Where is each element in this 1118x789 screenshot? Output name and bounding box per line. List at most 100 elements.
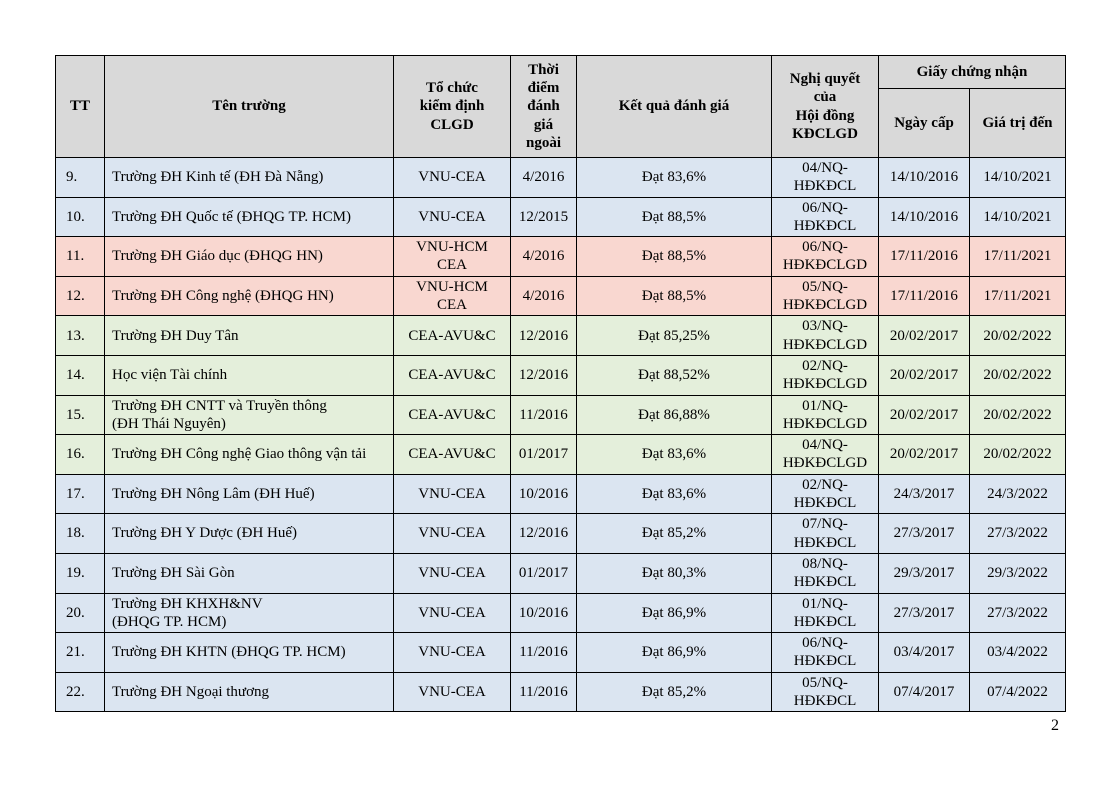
cell-tt: 15. — [55, 394, 105, 436]
cell-accrediting-org: VNU-CEA — [393, 196, 511, 238]
header-school-name: Tên trường — [104, 55, 394, 158]
cell-school-name: Trường ĐH Công nghệ Giao thông vận tải — [104, 434, 394, 475]
cell-evaluation-result: Đạt 80,3% — [576, 552, 772, 594]
cell-school-name: Trường ĐH Sài Gòn — [104, 552, 394, 594]
cell-valid-until: 29/3/2022 — [969, 552, 1066, 594]
table-row: 18. Trường ĐH Y Dược (ĐH Huế) VNU-CEA 12… — [55, 513, 1066, 554]
cell-issue-date: 20/02/2017 — [878, 394, 970, 436]
cell-evaluation-result: Đạt 83,6% — [576, 157, 772, 198]
cell-evaluation-time: 01/2017 — [510, 552, 577, 594]
cell-accrediting-org: CEA-AVU&C — [393, 394, 511, 436]
cell-accrediting-org: CEA-AVU&C — [393, 434, 511, 475]
cell-school-name: Trường ĐH Kinh tế (ĐH Đà Nẵng) — [104, 157, 394, 198]
cell-school-name: Trường ĐH Công nghệ (ĐHQG HN) — [104, 275, 394, 317]
cell-tt: 16. — [55, 434, 105, 475]
cell-accrediting-org: VNU-HCM CEA — [393, 275, 511, 317]
cell-evaluation-time: 4/2016 — [510, 236, 577, 277]
cell-accrediting-org: CEA-AVU&C — [393, 315, 511, 356]
cell-school-name: Trường ĐH Nông Lâm (ĐH Huế) — [104, 473, 394, 515]
cell-issue-date: 27/3/2017 — [878, 592, 970, 634]
cell-school-name: Trường ĐH Y Dược (ĐH Huế) — [104, 513, 394, 554]
cell-accrediting-org: VNU-CEA — [393, 671, 511, 713]
cell-valid-until: 27/3/2022 — [969, 592, 1066, 634]
header-accrediting-org: Tổ chức kiểm định CLGD — [393, 55, 511, 158]
cell-evaluation-time: 12/2016 — [510, 354, 577, 396]
cell-evaluation-result: Đạt 83,6% — [576, 473, 772, 515]
cell-accrediting-org: VNU-CEA — [393, 513, 511, 554]
header-council-resolution: Nghị quyết của Hội đồng KĐCLGD — [771, 55, 879, 158]
cell-resolution: 06/NQ- HĐKĐCLGD — [771, 236, 879, 277]
cell-valid-until: 17/11/2021 — [969, 236, 1066, 277]
cell-school-name: Trường ĐH Giáo dục (ĐHQG HN) — [104, 236, 394, 277]
cell-accrediting-org: VNU-CEA — [393, 632, 511, 673]
cell-resolution: 02/NQ- HĐKĐCL — [771, 473, 879, 515]
cell-school-name: Trường ĐH Duy Tân — [104, 315, 394, 356]
cell-school-name: Học viện Tài chính — [104, 354, 394, 396]
cell-accrediting-org: VNU-CEA — [393, 552, 511, 594]
cell-tt: 20. — [55, 592, 105, 634]
cell-resolution: 04/NQ- HĐKĐCLGD — [771, 434, 879, 475]
cell-school-name: Trường ĐH KHXH&NV (ĐHQG TP. HCM) — [104, 592, 394, 634]
cell-tt: 21. — [55, 632, 105, 673]
header-evaluation-time: Thời điểm đánh giá ngoài — [510, 55, 577, 158]
cell-valid-until: 17/11/2021 — [969, 275, 1066, 317]
cell-evaluation-time: 12/2016 — [510, 513, 577, 554]
table-row: 19. Trường ĐH Sài Gòn VNU-CEA 01/2017 Đạ… — [55, 552, 1066, 594]
cell-evaluation-time: 12/2015 — [510, 196, 577, 238]
cell-evaluation-result: Đạt 83,6% — [576, 434, 772, 475]
cell-issue-date: 24/3/2017 — [878, 473, 970, 515]
cell-valid-until: 14/10/2021 — [969, 157, 1066, 198]
cell-evaluation-time: 10/2016 — [510, 592, 577, 634]
table-row: 16. Trường ĐH Công nghệ Giao thông vận t… — [55, 434, 1066, 475]
table-row: 11. Trường ĐH Giáo dục (ĐHQG HN) VNU-HCM… — [55, 236, 1066, 277]
cell-evaluation-result: Đạt 88,52% — [576, 354, 772, 396]
cell-tt: 10. — [55, 196, 105, 238]
cell-valid-until: 03/4/2022 — [969, 632, 1066, 673]
header-evaluation-result: Kết quả đánh giá — [576, 55, 772, 158]
cell-valid-until: 07/4/2022 — [969, 671, 1066, 713]
cell-valid-until: 14/10/2021 — [969, 196, 1066, 238]
cell-resolution: 03/NQ- HĐKĐCLGD — [771, 315, 879, 356]
header-certificate-group: Giấy chứng nhận — [878, 55, 1066, 89]
cell-evaluation-result: Đạt 85,2% — [576, 513, 772, 554]
cell-accrediting-org: VNU-HCM CEA — [393, 236, 511, 277]
cell-evaluation-result: Đạt 88,5% — [576, 196, 772, 238]
cell-resolution: 04/NQ- HĐKĐCL — [771, 157, 879, 198]
table-row: 20. Trường ĐH KHXH&NV (ĐHQG TP. HCM) VNU… — [55, 592, 1066, 634]
cell-issue-date: 29/3/2017 — [878, 552, 970, 594]
cell-tt: 22. — [55, 671, 105, 713]
cell-tt: 11. — [55, 236, 105, 277]
cell-issue-date: 17/11/2016 — [878, 236, 970, 277]
cell-tt: 9. — [55, 157, 105, 198]
cell-issue-date: 14/10/2016 — [878, 196, 970, 238]
table-row: 15. Trường ĐH CNTT và Truyền thông (ĐH T… — [55, 394, 1066, 436]
cell-resolution: 06/NQ- HĐKĐCL — [771, 196, 879, 238]
cell-resolution: 05/NQ- HĐKĐCLGD — [771, 275, 879, 317]
cell-evaluation-time: 4/2016 — [510, 157, 577, 198]
cell-tt: 19. — [55, 552, 105, 594]
cell-evaluation-time: 4/2016 — [510, 275, 577, 317]
accreditation-table: TT Tên trường Tổ chức kiểm định CLGD Thờ… — [55, 55, 1066, 713]
cell-accrediting-org: VNU-CEA — [393, 157, 511, 198]
cell-issue-date: 20/02/2017 — [878, 315, 970, 356]
cell-issue-date: 20/02/2017 — [878, 354, 970, 396]
cell-evaluation-time: 11/2016 — [510, 671, 577, 713]
cell-evaluation-result: Đạt 86,9% — [576, 592, 772, 634]
cell-tt: 13. — [55, 315, 105, 356]
table-row: 14. Học viện Tài chính CEA-AVU&C 12/2016… — [55, 354, 1066, 396]
table-row: 22. Trường ĐH Ngoại thương VNU-CEA 11/20… — [55, 671, 1066, 713]
cell-tt: 12. — [55, 275, 105, 317]
cell-resolution: 01/NQ- HĐKĐCL — [771, 592, 879, 634]
cell-issue-date: 17/11/2016 — [878, 275, 970, 317]
cell-valid-until: 20/02/2022 — [969, 315, 1066, 356]
cell-evaluation-time: 12/2016 — [510, 315, 577, 356]
cell-valid-until: 20/02/2022 — [969, 354, 1066, 396]
header-issue-date: Ngày cấp — [878, 88, 970, 158]
cell-valid-until: 20/02/2022 — [969, 394, 1066, 436]
table-header: TT Tên trường Tổ chức kiểm định CLGD Thờ… — [55, 55, 1066, 158]
table-row: 10. Trường ĐH Quốc tế (ĐHQG TP. HCM) VNU… — [55, 196, 1066, 238]
cell-evaluation-result: Đạt 86,88% — [576, 394, 772, 436]
cell-school-name: Trường ĐH Quốc tế (ĐHQG TP. HCM) — [104, 196, 394, 238]
cell-evaluation-time: 01/2017 — [510, 434, 577, 475]
cell-evaluation-result: Đạt 88,5% — [576, 236, 772, 277]
